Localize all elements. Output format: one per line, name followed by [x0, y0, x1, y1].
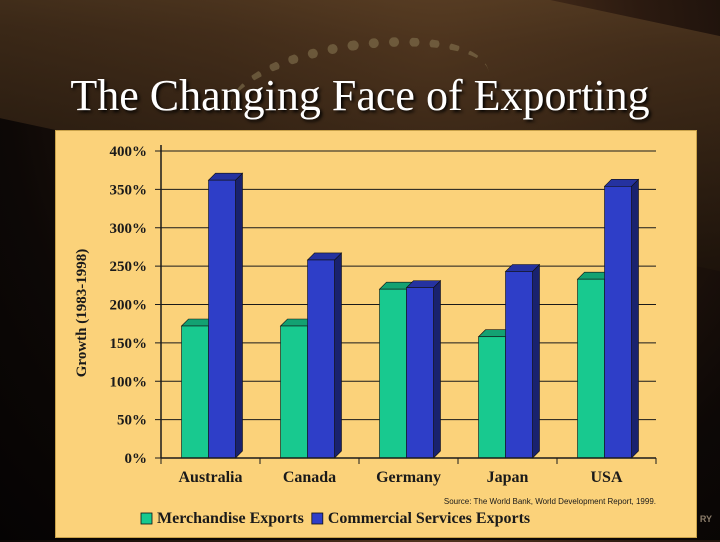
legend-swatch	[311, 512, 324, 525]
bar-side	[334, 252, 342, 459]
legend-swatch	[140, 512, 153, 525]
bar-side	[532, 263, 540, 459]
legend-label: Commercial Services Exports	[328, 510, 530, 527]
bar-front	[577, 278, 605, 459]
bar-side	[433, 279, 441, 459]
y-tick-label: 100%	[110, 374, 148, 390]
y-tick-label: 50%	[117, 413, 147, 429]
bar-front	[307, 259, 335, 459]
y-tick-label: 0%	[125, 451, 148, 467]
y-axis-label: Growth (1983-1998)	[74, 249, 90, 377]
chart-panel: Growth (1983-1998) 0% 50% 100% 150% 200% 250%…	[55, 130, 697, 538]
legend-item: Merchandise Exports	[140, 510, 304, 527]
bar-front	[478, 336, 506, 459]
slide-title: The Changing Face of Exporting	[70, 71, 650, 120]
x-category-label: Germany	[376, 469, 441, 486]
bar-front	[181, 325, 209, 459]
y-tick-label: 150%	[110, 336, 148, 352]
x-category-label: Japan	[487, 469, 529, 486]
bar-front	[208, 179, 236, 459]
bar-front	[280, 325, 308, 459]
source-note: Source: The World Bank, World Developmen…	[444, 497, 656, 506]
y-tick-label: 400%	[110, 144, 148, 160]
bar-chart: Growth (1983-1998) 0% 50% 100% 150% 200% 250%…	[74, 144, 657, 527]
y-tick-label: 300%	[110, 221, 148, 237]
bar-front	[604, 186, 632, 459]
bar-front	[505, 271, 533, 459]
y-tick-label: 350%	[110, 182, 148, 198]
y-tick-label: 200%	[110, 298, 148, 314]
bar-side	[631, 178, 639, 459]
bar-commercial-services-exports-germany	[405, 279, 442, 459]
legend: Merchandise Exports Commercial Services E…	[140, 510, 530, 527]
bar-front	[406, 287, 434, 459]
watermark-text: RY	[699, 514, 712, 524]
bar-front	[379, 288, 407, 459]
bar-commercial-services-exports-australia	[207, 172, 244, 459]
legend-label: Merchandise Exports	[157, 510, 304, 527]
bar-side	[235, 172, 243, 459]
legend-item: Commercial Services Exports	[311, 510, 530, 527]
bar-commercial-services-exports-japan	[504, 263, 541, 459]
y-tick-label: 250%	[110, 259, 148, 275]
bar-commercial-services-exports-usa	[603, 178, 640, 459]
x-category-label: Australia	[179, 469, 243, 486]
x-category-label: Canada	[283, 469, 336, 486]
x-category-label: USA	[590, 469, 622, 486]
bar-commercial-services-exports-canada	[306, 252, 343, 459]
